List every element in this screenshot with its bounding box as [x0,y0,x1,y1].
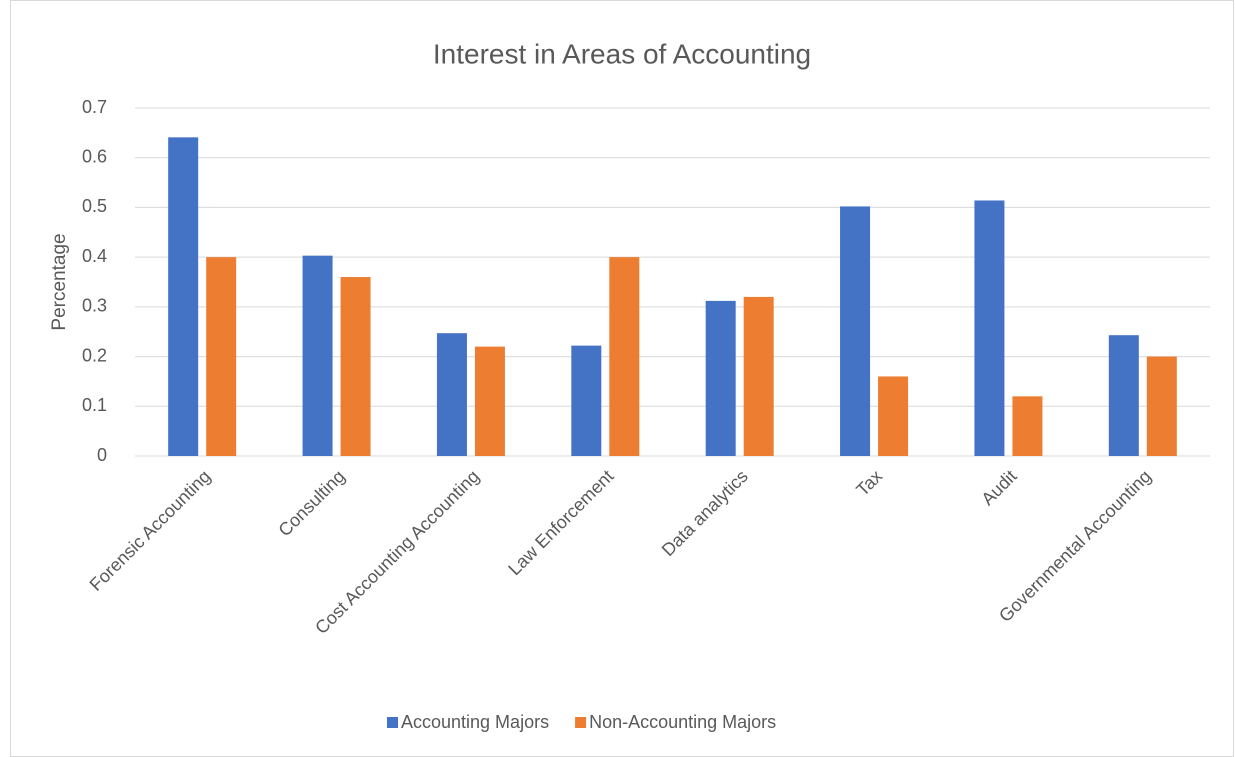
bar [302,255,333,456]
bar [1108,335,1139,456]
bar [609,257,640,456]
bar [1146,356,1177,456]
y-tick-label: 0.1 [82,395,107,415]
bar [705,300,736,456]
bar [878,376,909,456]
y-tick-label: 0.6 [82,146,107,166]
bar [1012,396,1043,456]
y-axis-label: Percentage [49,233,70,330]
legend-label: Accounting Majors [401,712,549,732]
bar [840,206,871,456]
bar [474,346,505,456]
y-tick-label: 0.5 [82,196,107,216]
y-tick-label: 0 [97,445,107,465]
bar [436,333,467,456]
bar [206,257,237,456]
bar [974,200,1005,456]
y-tick-label: 0.4 [82,246,107,266]
legend-label: Non-Accounting Majors [589,712,776,732]
bar [743,296,774,456]
bar [168,137,199,456]
y-tick-label: 0.7 [82,97,107,117]
y-tick-label: 0.2 [82,345,107,365]
chart-title: Interest in Areas of Accounting [433,38,811,69]
legend-swatch [387,717,398,728]
legend-swatch [575,717,587,728]
bar [340,277,371,456]
bar [571,345,602,456]
y-tick-label: 0.3 [82,296,107,316]
